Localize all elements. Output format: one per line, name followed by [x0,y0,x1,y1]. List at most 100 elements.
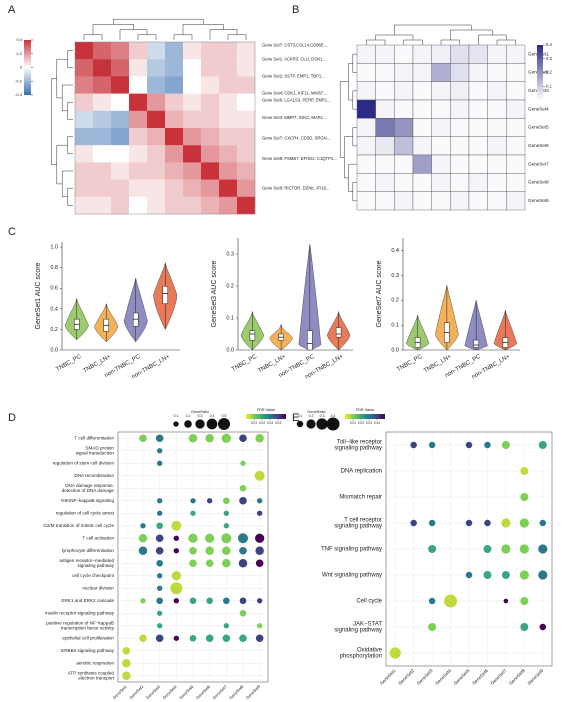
dendrogram [137,34,157,40]
heatmap-cell [487,191,507,211]
heatmap-cell [450,118,470,137]
column-label: GeneSet4 [434,668,452,686]
dot [256,510,263,516]
row-label: insulin receptor signaling pathway [45,610,115,615]
dendrogram [339,81,349,158]
size-legend-title: GeneRatio [191,410,209,414]
row-label: JAK−STAT [353,621,382,627]
heatmap-cell [412,81,432,101]
heatmap-cell [412,44,432,64]
row-label: epithelial cell proliferation [62,635,114,640]
heatmap-cell [450,63,470,82]
heatmap-cell [201,179,220,197]
heatmap-cell [506,81,526,101]
dot [170,582,183,595]
heatmap-cell [183,93,202,111]
row-label: GeneSet8 [528,180,549,185]
row-label: signaling pathway [334,446,382,452]
row-label: T cell receptor [344,517,382,523]
row-label: DNA recombination [74,473,114,478]
row-label: electron transport [78,675,114,680]
heatmap-cell [129,42,148,60]
dendrogram [173,34,193,40]
dot [239,484,247,492]
heatmap-cell [147,145,166,163]
dot [501,441,510,449]
dot [484,441,491,449]
heatmap-cell [165,93,184,111]
heatmap-cell [165,162,184,180]
row-label: nuclear division [82,585,114,590]
row-label: SMAD protein [85,446,114,451]
heatmap-cell [165,196,184,215]
row-label: Mismatch repair [339,495,382,501]
heatmap-cell [394,136,414,156]
heatmap-cell [129,110,148,129]
heatmap-cell [165,179,184,197]
heatmap-cell [75,76,94,94]
colorbar-label: 0.2 [546,70,552,75]
heatmap-cell [75,162,94,180]
heatmap-cell [237,42,256,60]
colorbar-label: 0.3 [546,56,552,61]
heatmap-cell [394,81,414,101]
colorbar [345,414,385,419]
row-label: G2/M transition of mitotic cell cycle [43,523,114,528]
dot [239,609,247,617]
dot [519,544,529,554]
dot [255,434,264,443]
dot [255,559,264,568]
heatmap-cell [111,179,130,197]
heatmap-cell [111,93,130,111]
heatmap-cell [75,128,94,146]
dot [465,519,473,527]
heatmap-cell [487,136,507,156]
heatmap-cell [165,76,184,94]
dot [239,597,247,605]
dot [223,623,230,629]
column-label: GeneSet7 [490,668,508,686]
dot [239,546,247,555]
size-legend-label: 0.4 [331,414,336,418]
heatmap-cell [237,76,256,94]
dot [156,573,163,579]
size-legend-dot [306,419,316,429]
heatmap-cell [394,173,414,192]
dot [503,598,509,604]
heatmap-cell [75,110,94,129]
y-tick-label: 0.6 [50,286,58,292]
dot [171,571,181,581]
heatmap-cell [165,145,184,163]
dot [501,518,511,528]
heatmap-cell [147,76,166,94]
dot [483,545,492,553]
gene-set-annotation: Gene Set2: SSTP, EMP1, TBP1... [262,74,325,79]
column-label: GeneSet1 [112,683,129,700]
colorbar [24,40,31,95]
heatmap-cell [431,118,451,137]
dot [410,441,417,449]
gene-set-annotation: Gene Set8: PSMB7, EFHD2, C1QTP1... [262,156,337,161]
dendrogram [113,18,204,25]
dot [520,493,529,501]
column-label: GeneSet9 [245,683,262,700]
heatmap-cell [219,110,238,129]
heatmap-cell [93,93,112,111]
column-label: GeneSet7 [212,683,229,700]
heatmap-cell [219,196,238,215]
box [249,330,256,341]
heatmap-cell [506,191,526,211]
heatmap-cell [165,59,184,77]
dot [156,623,163,629]
row-label: GeneSet9 [528,198,549,203]
heatmap-cell [356,191,376,211]
panel-label: D [8,412,16,424]
row-label: signaling pathway [77,563,114,568]
heatmap-cell [165,110,184,129]
heatmap-cell [201,110,220,129]
column-label: GeneSet4 [162,683,179,700]
dot [254,470,265,481]
heatmap-cell [487,118,507,137]
dot [239,634,247,643]
heatmap-cell [412,136,432,156]
